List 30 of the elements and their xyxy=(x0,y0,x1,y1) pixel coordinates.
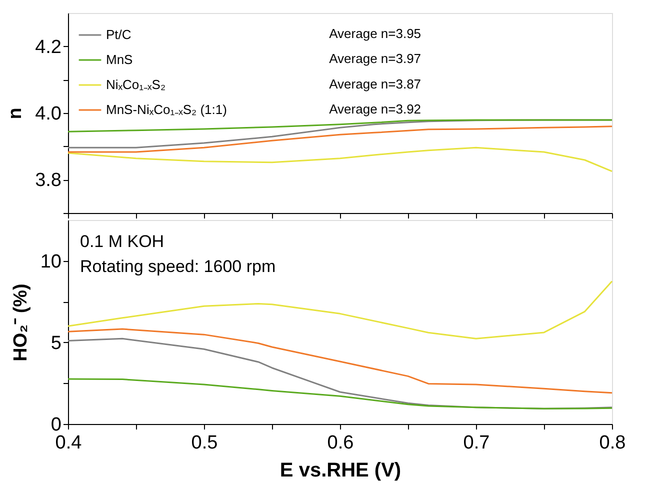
line-series xyxy=(67,146,613,172)
y-tick-label: 0 xyxy=(50,414,62,436)
legend-label: MnS-NiₓCo₁₋ₓS₂ (1:1) xyxy=(106,102,227,117)
y-axis-title: n xyxy=(5,108,26,120)
line-series xyxy=(67,280,613,340)
y-tick-label: 4.0 xyxy=(35,104,62,124)
annotation: Average n=3.92 xyxy=(329,102,422,117)
line-series xyxy=(67,328,613,394)
y-axis-title: HO₂⁻ (%) xyxy=(10,284,32,362)
y-tick-label: 5 xyxy=(50,332,62,354)
line-series xyxy=(67,126,613,153)
annotation: Average n=3.97 xyxy=(329,51,422,66)
annotation: 0.1 M KOH xyxy=(80,232,164,251)
y-tick-label: 10 xyxy=(40,251,62,272)
line-series xyxy=(67,119,613,132)
y-tick-label: 3.8 xyxy=(35,170,62,192)
x-tick-label: 0.5 xyxy=(191,432,218,454)
legend-label: NiₓCo₁₋ₓS₂ xyxy=(106,77,166,92)
annotation: Rotating speed: 1600 rpm xyxy=(80,257,276,276)
x-tick-label: 0.7 xyxy=(463,432,490,454)
annotation: Average n=3.87 xyxy=(329,76,422,92)
x-axis-title: E vs.RHE (V) xyxy=(280,460,402,482)
legend-label: Pt/C xyxy=(106,27,132,42)
x-tick-label: 0.4 xyxy=(55,432,82,454)
x-tick-label: 0.6 xyxy=(327,432,354,454)
annotation: Average n=3.95 xyxy=(329,26,422,41)
x-tick-label: 0.8 xyxy=(599,432,626,454)
line-series xyxy=(67,378,613,410)
y-tick-label: 4.2 xyxy=(35,36,62,58)
legend-label: MnS xyxy=(106,52,134,67)
